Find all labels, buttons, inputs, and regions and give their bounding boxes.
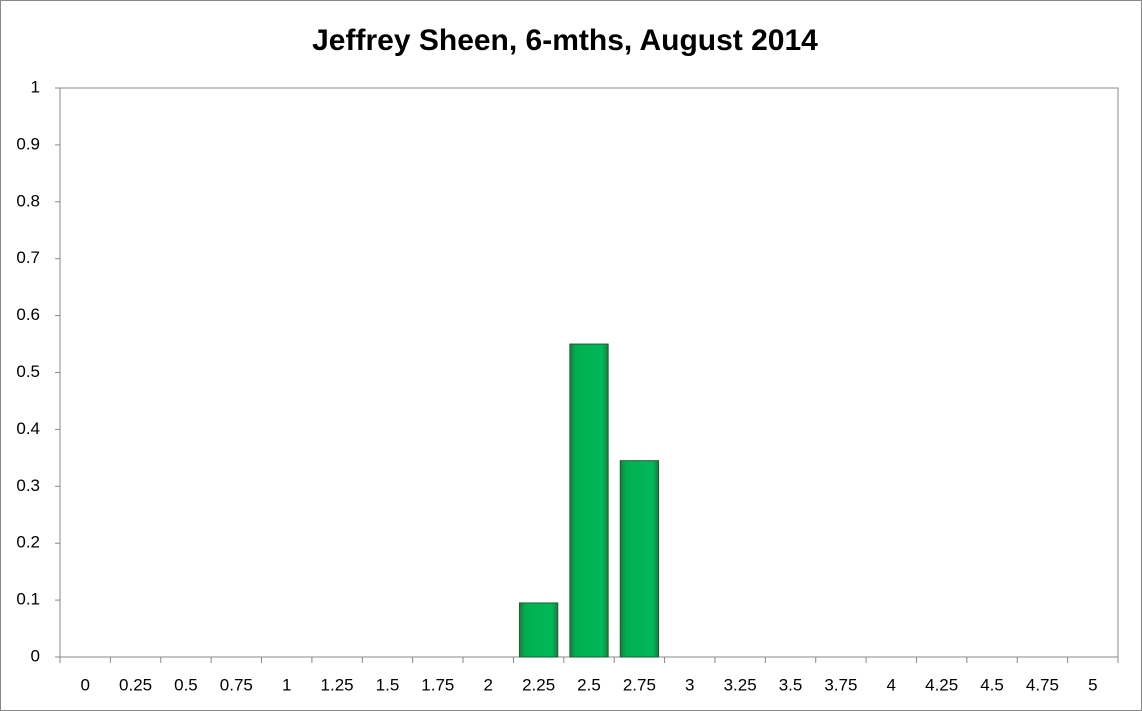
y-tick-label: 0.7 [16, 248, 40, 267]
x-tick-label: 0.5 [174, 675, 198, 694]
x-tick-label: 2.5 [577, 675, 601, 694]
x-tick-label: 3.25 [724, 675, 757, 694]
x-tick-label: 4.25 [925, 675, 958, 694]
x-tick-label: 2.75 [623, 675, 656, 694]
y-tick-label: 0.4 [16, 419, 40, 438]
x-tick-label: 1.25 [321, 675, 354, 694]
y-tick-label: 0.6 [16, 305, 40, 324]
y-tick-label: 0 [31, 646, 40, 665]
x-tick-label: 0.25 [119, 675, 152, 694]
bar [518, 602, 559, 658]
x-tick-label: 1.75 [421, 675, 454, 694]
y-tick-label: 0.5 [16, 362, 40, 381]
x-tick-label: 0 [80, 675, 89, 694]
y-tick-label: 0.8 [16, 191, 40, 210]
x-tick-label: 2.25 [522, 675, 555, 694]
y-tick-label: 1 [31, 77, 40, 96]
x-tick-label: 0.75 [220, 675, 253, 694]
x-tick-label: 4.75 [1026, 675, 1059, 694]
x-tick-label: 3 [685, 675, 694, 694]
x-tick-label: 5 [1088, 675, 1097, 694]
bar [569, 343, 609, 658]
x-tick-label: 1.5 [376, 675, 400, 694]
bar [619, 460, 660, 658]
x-tick-label: 3.75 [824, 675, 857, 694]
x-tick-label: 4.5 [980, 675, 1004, 694]
x-tick-label: 2 [484, 675, 493, 694]
chart-title: Jeffrey Sheen, 6-mths, August 2014 [312, 24, 818, 57]
y-tick-label: 0.9 [16, 134, 40, 153]
y-tick-label: 0.2 [16, 533, 40, 552]
x-tick-label: 4 [887, 675, 896, 694]
x-tick-label: 1 [282, 675, 291, 694]
y-tick-label: 0.1 [16, 590, 40, 609]
x-tick-label: 3.5 [779, 675, 803, 694]
y-tick-label: 0.3 [16, 476, 40, 495]
